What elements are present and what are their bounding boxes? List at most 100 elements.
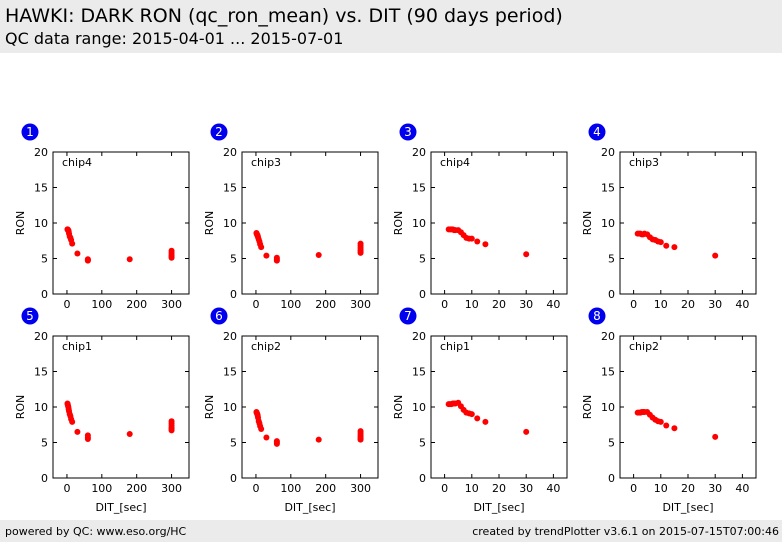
data-point: [671, 244, 678, 251]
x-tick-label: 0: [63, 298, 70, 311]
x-axis-label: DIT_[sec]: [95, 501, 146, 514]
x-tick-label: 300: [161, 482, 182, 495]
data-point: [74, 428, 81, 435]
y-tick-label: 20: [412, 146, 426, 159]
data-point: [69, 418, 76, 425]
data-point: [84, 435, 91, 442]
data-point: [657, 239, 664, 246]
y-tick-label: 5: [419, 437, 426, 450]
data-point: [273, 440, 280, 447]
plot-frame: [241, 151, 379, 295]
report-footer: powered by QC: www.eso.org/HC created by…: [0, 520, 782, 542]
x-tick-label: 0: [63, 482, 70, 495]
x-tick-label: 40: [735, 298, 749, 311]
panel-index-label: 1: [26, 125, 34, 139]
panel-index-label: 5: [26, 309, 34, 323]
data-point: [712, 433, 719, 440]
data-point: [258, 426, 265, 433]
x-axis-label: DIT_[sec]: [473, 501, 524, 514]
footer-created: created by trendPlotter v3.6.1 on 2015-0…: [472, 525, 779, 538]
chip-label: chip1: [440, 340, 470, 353]
panel-index-badge: [21, 123, 39, 141]
data-point: [523, 428, 530, 435]
panel-index-label: 4: [593, 125, 601, 139]
y-tick-label: 0: [230, 472, 237, 485]
chip-label: chip4: [440, 156, 470, 169]
x-axis-label: DIT_[sec]: [662, 501, 713, 514]
y-tick-label: 0: [419, 288, 426, 301]
x-tick-label: 0: [441, 482, 448, 495]
y-tick-label: 20: [34, 330, 48, 343]
data-point: [315, 251, 322, 258]
x-tick-label: 0: [441, 298, 448, 311]
y-axis-label: RON: [14, 395, 27, 420]
data-point: [474, 415, 481, 422]
y-tick-label: 15: [601, 182, 615, 195]
panel-index-badge: [399, 307, 417, 325]
y-tick-label: 10: [223, 217, 237, 230]
panel-index-label: 3: [404, 125, 412, 139]
plot-frame: [52, 335, 190, 479]
x-tick-label: 0: [630, 298, 637, 311]
report-header: HAWKI: DARK RON (qc_ron_mean) vs. DIT (9…: [0, 0, 782, 53]
x-tick-label: 10: [654, 298, 668, 311]
panel-index-badge: [210, 307, 228, 325]
data-point: [671, 425, 678, 432]
y-tick-label: 10: [601, 401, 615, 414]
data-point: [126, 256, 133, 263]
y-axis-label: RON: [203, 211, 216, 236]
y-tick-label: 5: [230, 253, 237, 266]
y-tick-label: 20: [223, 146, 237, 159]
y-tick-label: 15: [601, 366, 615, 379]
panel-index-badge: [21, 307, 39, 325]
data-point: [263, 434, 270, 441]
x-tick-label: 30: [519, 482, 533, 495]
x-tick-label: 100: [91, 298, 112, 311]
data-point: [657, 418, 664, 425]
chip-label: chip2: [629, 340, 659, 353]
y-tick-label: 0: [41, 288, 48, 301]
y-axis-label: RON: [581, 211, 594, 236]
x-tick-label: 200: [315, 298, 336, 311]
y-axis-label: RON: [581, 395, 594, 420]
y-axis-label: RON: [392, 395, 405, 420]
y-tick-label: 15: [34, 182, 48, 195]
y-tick-label: 5: [230, 437, 237, 450]
x-tick-label: 40: [546, 298, 560, 311]
y-tick-label: 5: [608, 437, 615, 450]
x-tick-label: 20: [492, 298, 506, 311]
y-axis-label: RON: [203, 395, 216, 420]
x-tick-label: 300: [350, 482, 371, 495]
chart-panel-7: 7 0 5 10 15 20 0 10 20 30 40 RON DIT_[sec] chip1: [392, 307, 568, 514]
y-tick-label: 15: [223, 182, 237, 195]
data-point: [263, 252, 270, 259]
x-tick-label: 0: [252, 298, 259, 311]
chip-label: chip1: [62, 340, 92, 353]
y-axis-label: RON: [14, 211, 27, 236]
data-point: [315, 436, 322, 443]
x-tick-label: 40: [546, 482, 560, 495]
y-tick-label: 15: [412, 182, 426, 195]
data-point: [69, 240, 76, 247]
x-tick-label: 10: [465, 482, 479, 495]
chip-label: chip3: [251, 156, 281, 169]
x-tick-label: 10: [465, 298, 479, 311]
y-tick-label: 20: [601, 330, 615, 343]
x-tick-label: 40: [735, 482, 749, 495]
data-point: [84, 257, 91, 264]
data-point: [126, 430, 133, 437]
data-point: [663, 422, 670, 429]
y-tick-label: 15: [34, 366, 48, 379]
plot-frame: [52, 151, 190, 295]
x-tick-label: 30: [708, 482, 722, 495]
y-tick-label: 10: [412, 401, 426, 414]
y-tick-label: 0: [230, 288, 237, 301]
y-tick-label: 10: [34, 217, 48, 230]
x-tick-label: 200: [315, 482, 336, 495]
data-point: [258, 244, 265, 251]
